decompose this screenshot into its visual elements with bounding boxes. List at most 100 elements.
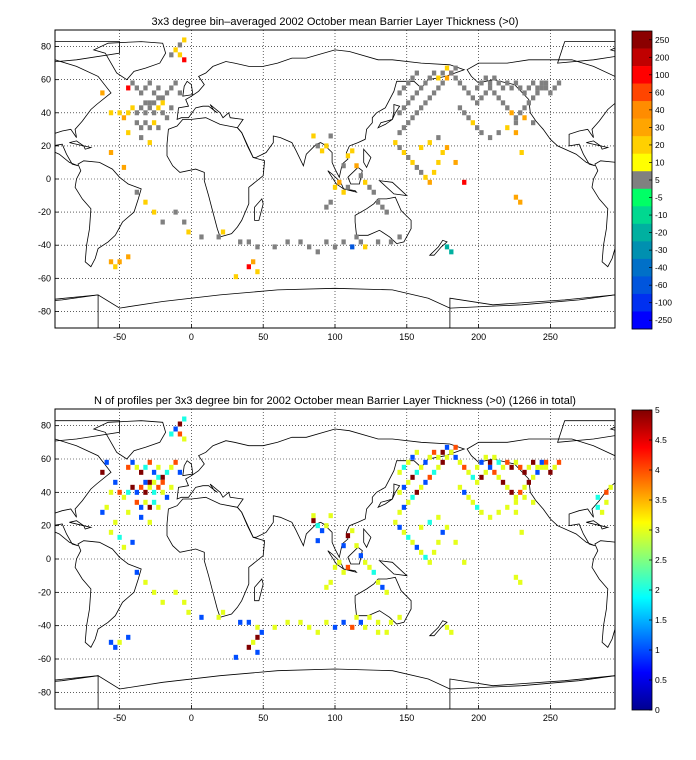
colorbar-border [631, 409, 653, 711]
data-cell [419, 85, 424, 91]
data-cell [341, 163, 346, 169]
data-cell [431, 449, 437, 455]
data-cell [307, 244, 312, 250]
data-cell [539, 80, 544, 86]
data-cell [522, 484, 527, 490]
data-cell [255, 269, 260, 275]
y-tick-label: 60 [41, 454, 51, 464]
data-cell [431, 90, 437, 96]
data-cell [216, 234, 221, 240]
data-cell [354, 163, 359, 169]
data-cell [182, 219, 187, 225]
data-cell [126, 254, 131, 260]
data-cell [126, 464, 131, 470]
data-cell [130, 484, 135, 490]
data-cell [466, 494, 471, 500]
data-cell [496, 130, 501, 136]
data-cell [406, 120, 411, 126]
data-cell [108, 259, 114, 265]
data-cell [173, 589, 178, 595]
data-cell [160, 219, 165, 225]
data-cell [113, 519, 118, 525]
data-cell [307, 624, 312, 630]
data-cell [526, 85, 531, 91]
data-cell [440, 70, 445, 76]
data-cell [470, 120, 475, 126]
data-cell [285, 239, 290, 245]
data-cell [126, 110, 131, 116]
data-cell [147, 80, 152, 86]
data-cell [449, 249, 454, 255]
data-cell [479, 459, 484, 465]
data-cell [548, 90, 553, 96]
data-cell [462, 489, 467, 495]
data-cell [143, 110, 148, 116]
data-cell [156, 464, 161, 470]
coastline [166, 117, 266, 238]
x-tick-label: 200 [471, 332, 486, 342]
data-cell [519, 150, 524, 155]
data-cell [535, 90, 540, 96]
data-cell [371, 569, 376, 575]
data-cell [406, 499, 411, 505]
colorbar-swatch [632, 48, 652, 67]
data-cell [328, 199, 333, 205]
data-cell [169, 484, 174, 490]
data-cell [371, 189, 376, 195]
coastline [557, 41, 615, 64]
data-cell [216, 614, 221, 620]
data-cell [475, 464, 480, 470]
data-cell [500, 464, 506, 470]
data-cell [526, 479, 531, 485]
data-cell [139, 90, 144, 96]
data-cell [479, 80, 484, 86]
data-cell [151, 209, 157, 215]
coastline [176, 428, 466, 559]
data-cell [220, 609, 226, 615]
data-cell [104, 459, 109, 465]
y-tick-label: -80 [38, 306, 51, 316]
data-cell [406, 80, 411, 86]
data-cell [177, 90, 183, 96]
data-cell [410, 115, 415, 121]
data-cell [462, 464, 467, 470]
data-cell [126, 634, 131, 640]
data-cell [130, 539, 135, 545]
data-cell [513, 80, 519, 86]
data-cell [436, 514, 441, 520]
data-cell [358, 239, 363, 245]
data-cell [328, 133, 333, 139]
data-cell [397, 234, 402, 240]
top-colorbar: 250 200 100 60 40 30 20 10 5 -5 -10 -20 -30 -40 -60 -10… [631, 30, 672, 330]
data-cell [147, 459, 152, 465]
data-cell [604, 499, 609, 505]
coastline [466, 438, 615, 547]
data-cell [513, 194, 519, 200]
data-cell [363, 559, 368, 565]
data-cell [139, 504, 144, 510]
data-cell [483, 90, 488, 96]
colorbar-label: 5 [655, 405, 660, 415]
data-cell [457, 459, 463, 465]
data-cell [423, 554, 428, 560]
data-cell [518, 110, 523, 116]
coastline [347, 166, 363, 185]
data-cell [595, 494, 600, 500]
colorbar-swatch [632, 311, 652, 330]
coastline [327, 550, 345, 571]
y-tick-label: 20 [41, 141, 51, 151]
data-cell [522, 90, 527, 96]
data-cell [496, 474, 501, 480]
data-cell [419, 105, 424, 111]
data-cell [134, 499, 139, 505]
data-cell [423, 174, 428, 180]
y-tick-label: -60 [38, 273, 51, 283]
data-cell [509, 85, 514, 91]
data-cell [427, 519, 432, 525]
coastline [74, 540, 142, 648]
data-cell [246, 239, 251, 245]
data-cell [427, 474, 432, 480]
data-cell [449, 449, 454, 455]
data-cell [397, 145, 402, 151]
data-cell [513, 509, 519, 515]
